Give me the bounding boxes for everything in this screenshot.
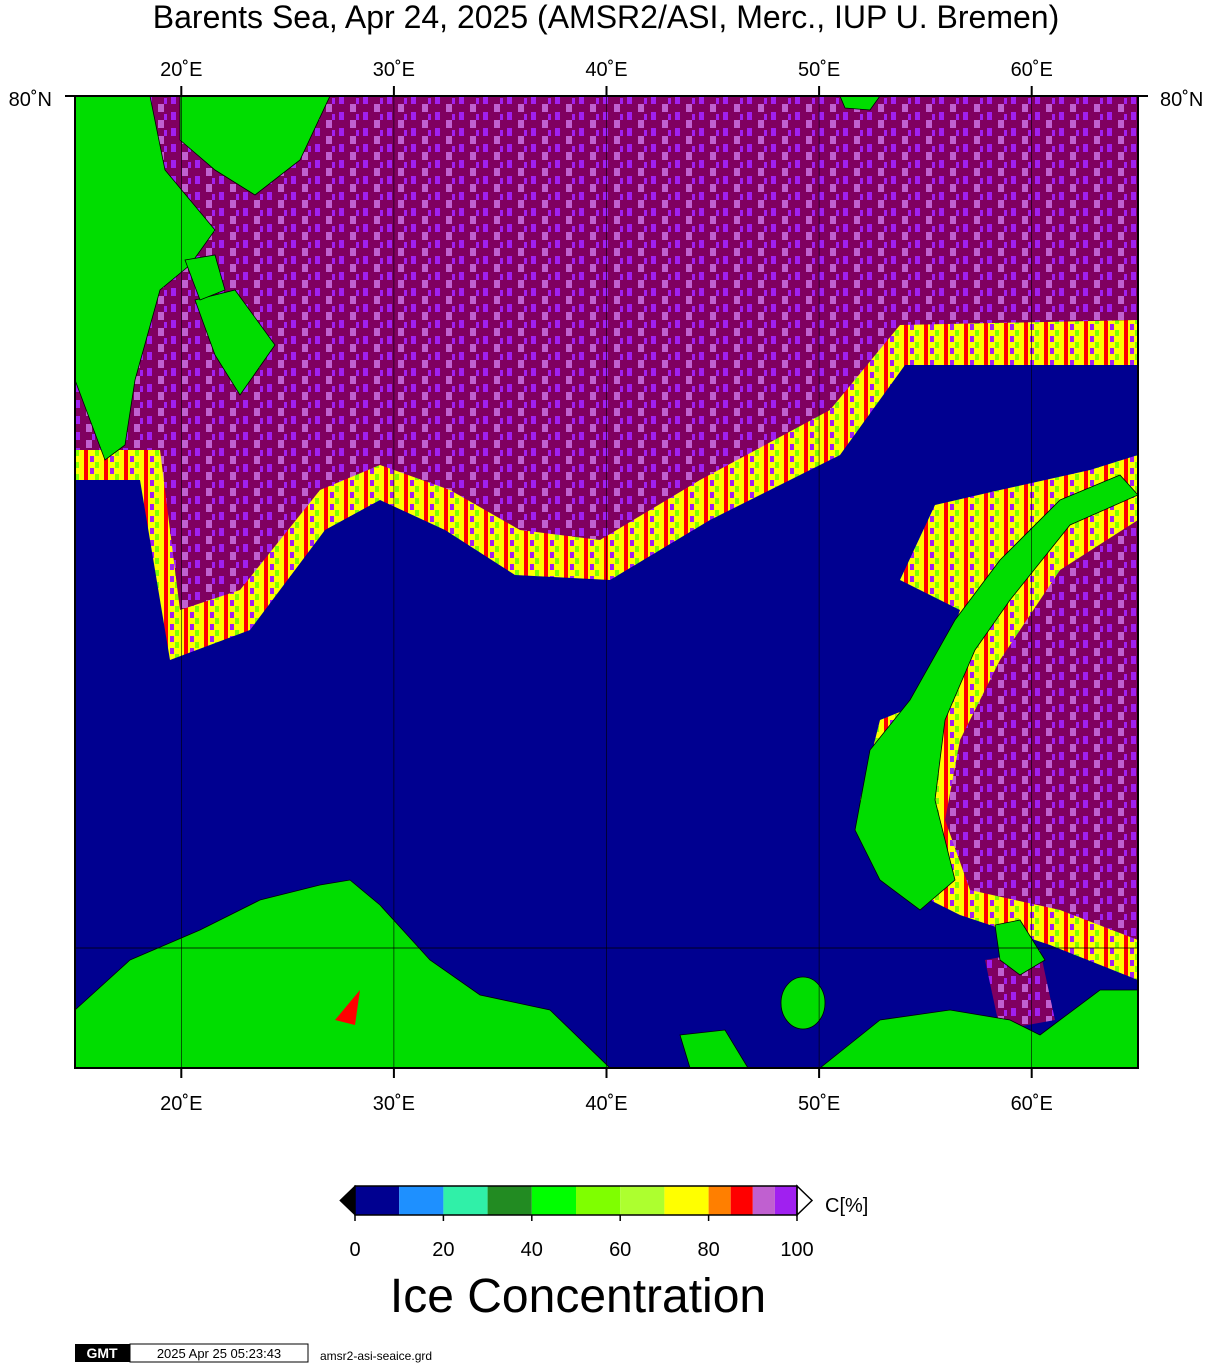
colorbar-tick-label: 0 xyxy=(349,1239,360,1261)
colorbar-segment xyxy=(443,1186,488,1215)
lon-label: 50˚E xyxy=(798,59,840,81)
lon-label: 50˚E xyxy=(798,1093,840,1115)
colorbar-segment xyxy=(730,1186,753,1215)
colorbar-frame xyxy=(354,1185,798,1216)
lon-label: 40˚E xyxy=(585,59,627,81)
grid xyxy=(181,96,1032,1068)
pack-ice xyxy=(945,520,1138,940)
lon-label: 20˚E xyxy=(160,1093,202,1115)
colorbar-over xyxy=(796,1184,814,1217)
gmt-logo-text: GMT xyxy=(86,1345,118,1361)
colorbar-tick-label: 80 xyxy=(697,1239,719,1261)
colorbar-segment xyxy=(487,1186,532,1215)
colorbar-segment xyxy=(620,1186,665,1215)
colorbar-segment xyxy=(708,1186,731,1215)
colorbar-unit: C[%] xyxy=(825,1195,868,1217)
lon-label: 30˚E xyxy=(373,59,415,81)
colorbar-under xyxy=(339,1184,356,1217)
colorbar-segment xyxy=(752,1186,775,1215)
colorbar-segment xyxy=(355,1186,400,1215)
map xyxy=(75,96,1138,1068)
land xyxy=(75,96,1138,1068)
title: Barents Sea, Apr 24, 2025 (AMSR2/ASI, Me… xyxy=(153,0,1059,35)
colorbar-segment xyxy=(531,1186,576,1215)
colorbar-tick-label: 60 xyxy=(609,1239,631,1261)
lon-ticks: 20˚E 20˚E 30˚E 30˚E 40˚E 40˚E 50˚E 50˚E 60˚E 60˚E xyxy=(160,59,1053,1115)
colorbar-title: Ice Concentration xyxy=(390,1270,766,1323)
colorbar-segment xyxy=(399,1186,444,1215)
lon-label: 30˚E xyxy=(373,1093,415,1115)
lon-label: 20˚E xyxy=(160,59,202,81)
colorbar-segment xyxy=(576,1186,621,1215)
colorbar-tick-label: 20 xyxy=(432,1239,454,1261)
colorbar-segment xyxy=(664,1186,709,1215)
file-name: amsr2-asi-seaice.grd xyxy=(320,1349,432,1363)
timestamp: 2025 Apr 25 05:23:43 xyxy=(157,1346,281,1361)
lon-label: 60˚E xyxy=(1011,1093,1053,1115)
colorbar-tick-label: 100 xyxy=(780,1239,813,1261)
lake-ice xyxy=(335,990,360,1025)
lon-label: 40˚E xyxy=(585,1093,627,1115)
colorbar: 0 20 40 60 80 100 xyxy=(339,1184,814,1261)
timestamp-box xyxy=(129,1343,309,1363)
colorbar-tick-label: 40 xyxy=(521,1239,543,1261)
pack-ice xyxy=(985,950,1055,1030)
lat-label: 80˚N xyxy=(1160,89,1203,111)
colorbar-segment xyxy=(774,1186,797,1215)
gmt-logo xyxy=(75,1344,130,1362)
lon-label: 60˚E xyxy=(1011,59,1053,81)
lat-label: 80˚N xyxy=(9,89,52,111)
